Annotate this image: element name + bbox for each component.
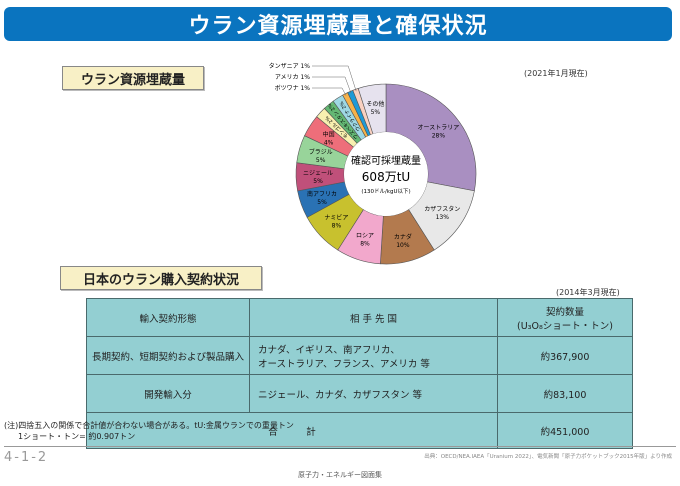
table-row: 長期契約、短期契約および製品購入 カナダ、イギリス、南アフリカ、 オーストラリア、… — [86, 336, 633, 375]
section-label-reserves: ウラン資源埋蔵量 — [62, 66, 204, 90]
slice-value: 8% — [332, 223, 342, 230]
slice-value: 10% — [396, 242, 410, 249]
slice-label: オーストラリア — [418, 125, 460, 132]
footer: 原子力・エネルギー図面集 — [298, 471, 382, 479]
slice-label: ロシア — [356, 233, 374, 240]
header-contract-type: 輸入契約形態 — [86, 298, 250, 337]
table-header-row: 輸入契約形態 相 手 先 国 契約数量 (U₃O₈ショート・トン) — [86, 298, 633, 337]
center-title: 確認可採埋蔵量 — [351, 154, 421, 167]
note-line: 1ショート・トン= 約0.907トン — [18, 432, 136, 441]
slice-label: カザフスタン — [424, 205, 460, 213]
slice-value: 8% — [360, 241, 370, 248]
contract-table: 輸入契約形態 相 手 先 国 契約数量 (U₃O₈ショート・トン) 長期契約、短期… — [86, 298, 633, 449]
slice-value: 5% — [371, 109, 381, 116]
slice-label: ニジェール — [303, 170, 333, 177]
cell-countries: ニジェール、カナダ、カザフスタン 等 — [249, 374, 498, 413]
reserves-donut-chart: オーストラリア28%カザフスタン13%カナダ10%ロシア8%ナミビア8%南アフリ… — [269, 62, 477, 265]
callout-label: ボツワナ 1% — [275, 84, 311, 92]
table-row: 開発輸入分 ニジェール、カナダ、カザフスタン 等 約83,100 — [86, 374, 633, 413]
divider — [4, 446, 676, 447]
cell-amount: 約83,100 — [497, 374, 633, 413]
page-title: ウラン資源埋蔵量と確保状況 — [4, 7, 672, 41]
section-label-contracts: 日本のウラン購入契約状況 — [60, 266, 262, 290]
slice-label: ブラジル — [309, 148, 333, 156]
notes: (注)四捨五入の関係で合計値が合わない場合がある。tU:金属ウランでの重量トン … — [4, 420, 294, 442]
callout-line — [312, 65, 357, 92]
slice-value: 4% — [324, 140, 334, 147]
as-of-date-reserves: (2021年1月現在) — [524, 69, 588, 78]
total-amount: 約451,000 — [497, 412, 633, 449]
cell-countries: カナダ、イギリス、南アフリカ、 オーストラリア、フランス、アメリカ 等 — [249, 336, 498, 375]
callout-line — [312, 76, 352, 94]
header-countries: 相 手 先 国 — [249, 298, 498, 337]
slice-label: カナダ — [394, 233, 412, 241]
table-total-row: 合 計 約451,000 — [86, 412, 633, 449]
total-label: 合 計 — [86, 412, 498, 449]
as-of-date-contracts: (2014年3月現在) — [556, 288, 620, 297]
callout-label: アメリカ 1% — [275, 74, 310, 81]
note-line: (注)四捨五入の関係で合計値が合わない場合がある。tU:金属ウランでの重量トン — [4, 421, 294, 430]
center-note: (130ドル/kgU以下) — [361, 188, 410, 195]
slice-value: 28% — [432, 133, 446, 140]
cell-type: 開発輸入分 — [86, 374, 250, 413]
header-amount: 契約数量 (U₃O₈ショート・トン) — [497, 298, 633, 337]
slice-value: 13% — [436, 214, 450, 221]
cell-type: 長期契約、短期契約および製品購入 — [86, 336, 250, 375]
callout-label: タンザニア 1% — [269, 62, 311, 70]
page-number: 4-1-2 — [4, 450, 49, 465]
slice-label: 南アフリカ — [307, 190, 337, 198]
slice-label: その他 — [366, 100, 384, 108]
slice-value: 5% — [317, 199, 327, 206]
donut-hole — [344, 132, 428, 216]
source-citation: 出典：OECD/NEA.IAEA「Uranium 2022」、電気新聞「原子力ポ… — [424, 454, 672, 460]
callout-line — [312, 87, 347, 96]
slice-label: ナミビア — [324, 214, 348, 222]
center-value: 608万tU — [362, 170, 410, 184]
slice-value: 5% — [316, 157, 326, 164]
slice-value: 5% — [313, 178, 323, 185]
cell-amount: 約367,900 — [497, 336, 633, 375]
slice-label: 中国 — [323, 131, 335, 139]
